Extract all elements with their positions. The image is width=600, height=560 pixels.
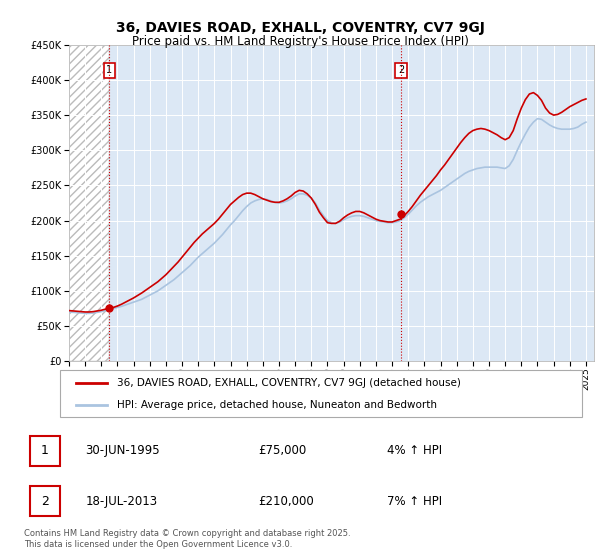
FancyBboxPatch shape — [29, 486, 60, 516]
FancyBboxPatch shape — [60, 370, 582, 417]
Text: £210,000: £210,000 — [259, 494, 314, 508]
Text: Contains HM Land Registry data © Crown copyright and database right 2025.
This d: Contains HM Land Registry data © Crown c… — [24, 529, 350, 549]
Text: 1: 1 — [106, 65, 112, 75]
Point — [104, 304, 114, 313]
Text: 36, DAVIES ROAD, EXHALL, COVENTRY, CV7 9GJ (detached house): 36, DAVIES ROAD, EXHALL, COVENTRY, CV7 9… — [118, 378, 461, 388]
Text: 18-JUL-2013: 18-JUL-2013 — [85, 494, 158, 508]
Text: 30-JUN-1995: 30-JUN-1995 — [85, 444, 160, 458]
Text: HPI: Average price, detached house, Nuneaton and Bedworth: HPI: Average price, detached house, Nune… — [118, 400, 437, 410]
Point — [396, 209, 406, 218]
FancyBboxPatch shape — [29, 436, 60, 466]
Text: 2: 2 — [41, 494, 49, 508]
Text: 4% ↑ HPI: 4% ↑ HPI — [387, 444, 442, 458]
Bar — [69, 45, 109, 361]
Text: 2: 2 — [398, 65, 404, 75]
Text: 36, DAVIES ROAD, EXHALL, COVENTRY, CV7 9GJ: 36, DAVIES ROAD, EXHALL, COVENTRY, CV7 9… — [116, 21, 484, 35]
Text: £75,000: £75,000 — [259, 444, 307, 458]
Text: 7% ↑ HPI: 7% ↑ HPI — [387, 494, 442, 508]
Text: 1: 1 — [41, 444, 49, 458]
Text: Price paid vs. HM Land Registry's House Price Index (HPI): Price paid vs. HM Land Registry's House … — [131, 35, 469, 48]
